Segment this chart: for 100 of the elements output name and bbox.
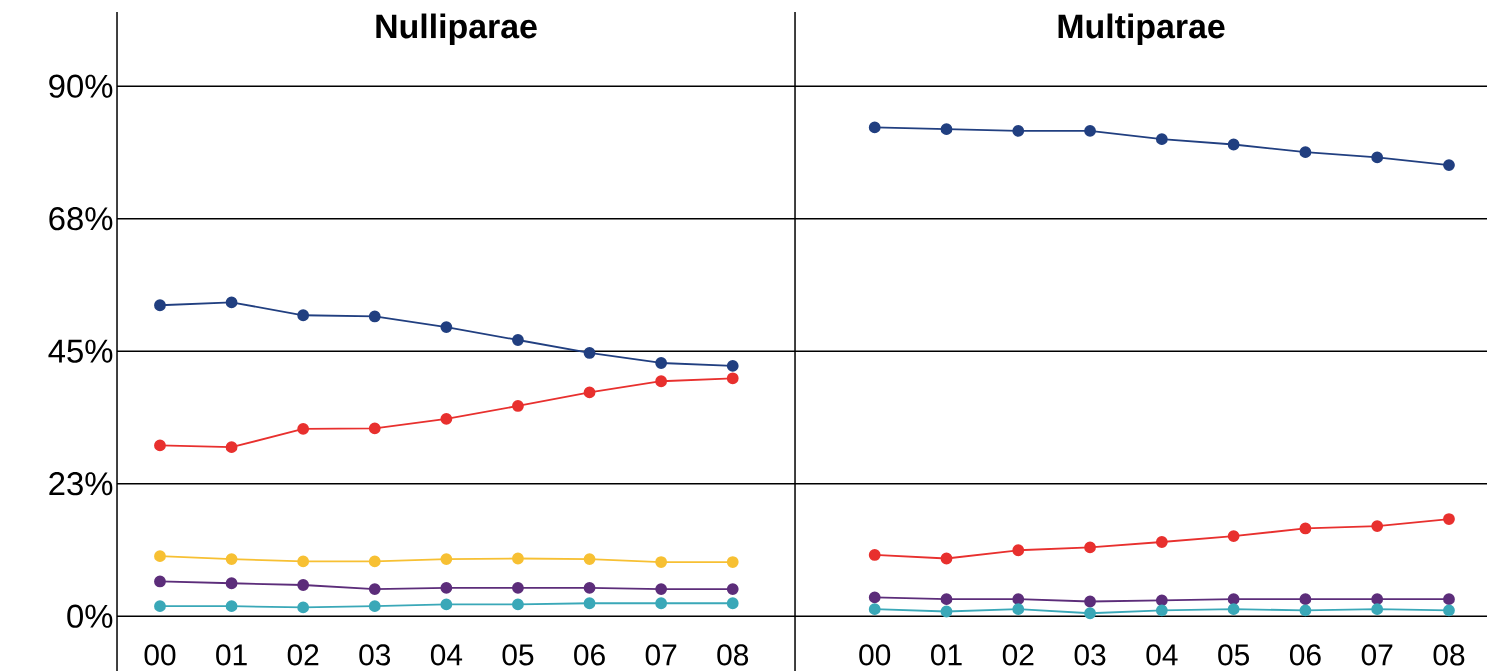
- y-tick-label: 68%: [49, 207, 113, 231]
- point: [583, 386, 596, 399]
- x-tick-label: 08: [1433, 644, 1465, 666]
- point: [1155, 594, 1168, 607]
- point: [1371, 520, 1384, 533]
- point: [1227, 138, 1240, 151]
- point: [868, 591, 881, 604]
- point: [1084, 595, 1096, 608]
- point: [1227, 603, 1240, 616]
- point: [1155, 604, 1168, 617]
- point: [512, 582, 524, 594]
- point: [368, 310, 381, 323]
- point: [1084, 125, 1096, 137]
- x-tick-label: 00: [859, 644, 891, 666]
- point: [1299, 522, 1312, 535]
- point: [1299, 604, 1312, 617]
- point: [1155, 536, 1168, 548]
- point: [512, 598, 524, 611]
- point: [297, 423, 310, 435]
- point: [154, 299, 166, 312]
- point: [1012, 603, 1025, 616]
- point: [940, 552, 953, 565]
- point: [868, 549, 881, 561]
- point: [1012, 544, 1025, 557]
- point: [868, 121, 881, 134]
- point: [726, 583, 739, 596]
- point: [512, 552, 524, 565]
- point: [225, 441, 238, 454]
- y-tick-label: 90%: [49, 74, 113, 98]
- point: [583, 597, 596, 610]
- x-tick-label: 01: [931, 644, 962, 666]
- point: [1443, 593, 1455, 606]
- x-tick-label: 07: [645, 644, 677, 666]
- point: [297, 579, 310, 591]
- point: [1299, 146, 1312, 159]
- point: [583, 582, 596, 594]
- point: [368, 422, 381, 435]
- point: [1371, 603, 1384, 616]
- chart-title: Nulliparae: [376, 13, 537, 46]
- point: [726, 597, 739, 610]
- point: [297, 309, 310, 322]
- x-tick-label: 01: [216, 644, 247, 666]
- point: [154, 550, 166, 563]
- point: [297, 555, 310, 568]
- point: [368, 555, 381, 568]
- point: [1371, 151, 1384, 164]
- point: [1299, 593, 1312, 606]
- point: [583, 347, 596, 359]
- point: [440, 582, 453, 594]
- x-tick-label: 07: [1361, 644, 1393, 666]
- point: [368, 600, 381, 613]
- x-tick-label: 03: [1074, 644, 1106, 666]
- x-tick-label: 04: [1146, 644, 1178, 666]
- point: [225, 600, 238, 613]
- point: [225, 577, 238, 590]
- point: [297, 601, 310, 614]
- x-tick-label: 08: [717, 644, 749, 666]
- x-tick-label: 06: [1289, 644, 1321, 666]
- point: [512, 334, 524, 346]
- point: [1443, 513, 1455, 525]
- point: [726, 556, 739, 568]
- point: [1084, 607, 1096, 620]
- x-tick-label: 02: [287, 644, 319, 666]
- point: [655, 583, 668, 596]
- point: [940, 123, 953, 136]
- chart-title: Multiparae: [1058, 13, 1225, 46]
- point: [655, 597, 668, 610]
- point: [868, 603, 881, 616]
- point: [1443, 159, 1455, 171]
- point: [583, 553, 596, 565]
- x-tick-label: 05: [502, 644, 534, 666]
- point: [440, 553, 453, 565]
- point: [225, 553, 238, 565]
- point: [1155, 133, 1168, 146]
- y-tick-label: 45%: [48, 339, 113, 363]
- point: [1227, 530, 1240, 543]
- point: [154, 575, 166, 588]
- point: [368, 583, 381, 596]
- x-tick-label: 00: [144, 644, 176, 666]
- x-tick-label: 04: [430, 644, 463, 666]
- point: [440, 413, 453, 425]
- point: [1012, 125, 1025, 137]
- point: [225, 296, 238, 309]
- y-tick-label: 23%: [49, 472, 113, 496]
- point: [440, 598, 453, 611]
- point: [726, 360, 739, 372]
- point: [655, 357, 668, 369]
- point: [940, 605, 953, 618]
- point: [1443, 604, 1455, 617]
- point: [440, 321, 453, 333]
- point: [154, 439, 166, 452]
- x-tick-label: 02: [1002, 644, 1034, 666]
- point: [726, 372, 739, 385]
- point: [940, 593, 953, 606]
- y-tick-label: 0%: [67, 604, 113, 628]
- point: [512, 400, 524, 412]
- point: [655, 556, 668, 568]
- x-tick-label: 05: [1218, 644, 1249, 666]
- x-tick-label: 06: [574, 644, 605, 666]
- x-tick-label: 03: [359, 644, 391, 666]
